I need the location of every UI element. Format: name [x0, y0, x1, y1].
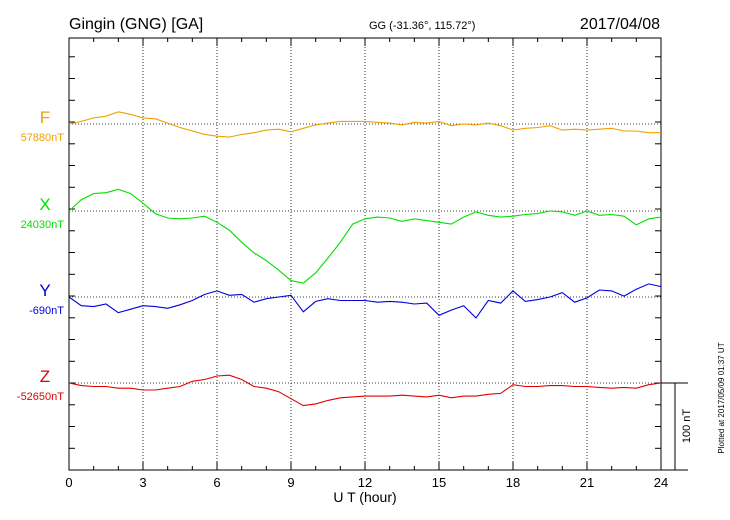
- channel-labels: F 57880nT X 24030nT Y -690nT Z -52650nT: [17, 108, 64, 403]
- series-group: [68, 111, 662, 407]
- channel-name-y: Y: [39, 281, 50, 300]
- channel-baseline-x: 24030nT: [21, 219, 65, 231]
- x-tick-label: 3: [139, 475, 146, 490]
- plotted-note: Plotted at 2017/05/09 01:37 UT: [717, 342, 726, 453]
- channel-baseline-z: -52650nT: [17, 391, 64, 403]
- scale-bar: 100 nT: [661, 382, 693, 471]
- station-coords: GG (-31.36°, 115.72°): [369, 20, 475, 32]
- x-tick-label: 0: [65, 475, 72, 490]
- x-tick-label: 9: [287, 475, 294, 490]
- channel-name-x: X: [39, 195, 50, 214]
- series-line-z: [68, 374, 662, 407]
- date-title: 2017/04/08: [580, 16, 660, 33]
- x-tick-label: 12: [358, 475, 372, 490]
- x-tick-label: 24: [654, 475, 668, 490]
- x-tick-label: 21: [580, 475, 594, 490]
- channel-baseline-f: 57880nT: [21, 132, 65, 144]
- x-tick-label: 6: [213, 475, 220, 490]
- x-tick-label: 18: [506, 475, 520, 490]
- axis-ticks: 0 3 6 9 12 15 18 21 24: [65, 38, 668, 490]
- scale-bar-label: 100 nT: [681, 409, 693, 444]
- station-title: Gingin (GNG) [GA]: [69, 16, 203, 33]
- grid-lines: [69, 38, 661, 470]
- series-line-x: [68, 188, 662, 284]
- channel-name-z: Z: [40, 367, 50, 386]
- series-line-y: [68, 283, 662, 319]
- x-axis-label: U T (hour): [333, 489, 396, 505]
- channel-name-f: F: [40, 108, 50, 127]
- channel-baseline-y: -690nT: [29, 305, 64, 317]
- series-line-f: [68, 111, 661, 138]
- x-tick-label: 15: [432, 475, 446, 490]
